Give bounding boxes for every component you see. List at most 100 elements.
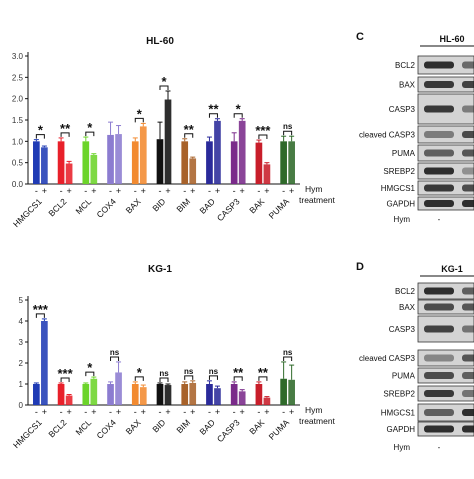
bar-bax-control — [131, 141, 139, 184]
blot-band — [462, 61, 474, 69]
bar-casp3-control — [230, 141, 238, 184]
hym-label: Hym — [305, 405, 322, 415]
bar-hmgcs1-treated — [41, 321, 48, 405]
x-marker: - — [84, 186, 87, 196]
x-marker: - — [60, 186, 63, 196]
x-marker: + — [42, 186, 47, 196]
chart-hl60: HL-600.00.51.01.52.02.53.0- +*HMGCS1- +**B… — [11, 36, 336, 229]
blot-band — [424, 372, 454, 379]
bar-bak-control — [255, 384, 263, 405]
treatment-label: treatment — [299, 416, 336, 426]
blot-band — [424, 131, 454, 138]
x-marker: - — [60, 407, 63, 417]
western-blot-panel-c: C HL-60 BCL2 BAX CASP3 cleaved CASP3 PUMA SREBP… — [356, 31, 474, 224]
category-label-mcl: MCL — [73, 417, 93, 437]
blot-label-gapdh: GAPDH — [387, 425, 416, 434]
x-marker: - — [35, 186, 38, 196]
x-marker: - — [282, 186, 285, 196]
blot-band — [424, 105, 454, 113]
significance-label: ns — [209, 367, 219, 376]
significance-bracket — [110, 356, 120, 361]
y-tick-label: 5 — [19, 296, 24, 305]
x-marker: + — [91, 407, 96, 417]
blot-label-srebp2: SREBP2 — [383, 167, 415, 176]
y-tick-label: 2 — [19, 359, 24, 368]
y-tick-label: 1.5 — [12, 116, 24, 125]
bar-bid-control — [156, 139, 164, 184]
category-label-casp3: CASP3 — [215, 417, 242, 444]
bar-bax-treated — [139, 387, 147, 405]
bar-bim-control — [181, 141, 189, 184]
category-label-casp3: CASP3 — [215, 196, 242, 223]
significance-bracket — [184, 133, 194, 138]
blot-label-cleaved-casp3: cleaved CASP3 — [359, 354, 416, 363]
category-label-bim: BIM — [174, 417, 192, 435]
blot-label-cleaved-casp3: cleaved CASP3 — [359, 131, 416, 140]
significance-label: * — [236, 102, 242, 117]
bar-bcl2-treated — [65, 395, 73, 405]
blot-band — [462, 390, 474, 397]
significance-bracket — [208, 113, 218, 118]
significance-bracket — [60, 377, 70, 382]
significance-label: ** — [184, 122, 195, 137]
significance-bracket — [233, 376, 243, 381]
x-marker: + — [91, 186, 96, 196]
blot-band — [424, 200, 454, 207]
bar-bid-treated — [164, 385, 172, 405]
x-marker: - — [208, 407, 211, 417]
blot-title: HL-60 — [439, 34, 464, 44]
x-marker: - — [183, 407, 186, 417]
bar-mcl-treated — [90, 154, 98, 184]
significance-label: * — [137, 106, 143, 121]
x-marker: - — [134, 186, 137, 196]
x-marker: - — [35, 407, 38, 417]
blot-band — [424, 354, 454, 362]
bar-bid-treated — [164, 99, 172, 184]
bar-puma-control — [280, 141, 287, 184]
significance-bracket — [258, 134, 268, 140]
blot-band — [424, 61, 454, 69]
significance-label: *** — [57, 366, 73, 381]
y-tick-label: 1 — [19, 380, 24, 389]
bar-mcl-control — [82, 141, 90, 184]
y-tick-label: 4 — [19, 317, 24, 326]
significance-bracket — [85, 131, 95, 137]
bar-bax-control — [131, 384, 139, 405]
panel-letter: D — [356, 261, 364, 273]
bar-hmgcs1-treated — [41, 147, 48, 184]
blot-label-puma: PUMA — [392, 372, 416, 381]
x-marker: + — [165, 407, 170, 417]
significance-bracket — [134, 117, 144, 123]
x-marker: + — [190, 407, 195, 417]
category-label-bid: BID — [150, 196, 167, 213]
blot-band — [424, 184, 454, 192]
significance-bracket — [208, 375, 218, 380]
blot-band — [462, 372, 474, 379]
bar-cox4-control — [107, 134, 114, 184]
x-marker: - — [233, 186, 236, 196]
bar-hmgcs1-control — [33, 141, 40, 184]
y-tick-label: 2.5 — [12, 73, 24, 82]
blot-band — [462, 409, 474, 416]
x-marker: - — [183, 186, 186, 196]
x-marker: - — [158, 186, 161, 196]
x-marker: + — [165, 186, 170, 196]
category-label-hmgcs1: HMGCS1 — [11, 196, 44, 229]
bar-bcl2-control — [57, 141, 65, 184]
bar-bad-control — [206, 141, 213, 184]
blot-band — [462, 167, 474, 175]
significance-bracket — [283, 356, 293, 361]
blot-band — [424, 303, 454, 311]
bar-bim-treated — [189, 382, 197, 405]
category-label-bim: BIM — [174, 196, 192, 214]
blot-label-gapdh: GAPDH — [387, 200, 416, 209]
x-marker: - — [282, 407, 285, 417]
chart-title: HL-60 — [146, 36, 174, 47]
bar-puma-treated — [288, 141, 295, 184]
x-marker: - — [257, 407, 260, 417]
x-marker: - — [233, 407, 236, 417]
significance-label: ** — [208, 102, 219, 117]
significance-label: ** — [258, 365, 269, 380]
bar-bad-treated — [214, 120, 221, 184]
blot-label-hmgcs1: HMGCS1 — [381, 184, 416, 193]
